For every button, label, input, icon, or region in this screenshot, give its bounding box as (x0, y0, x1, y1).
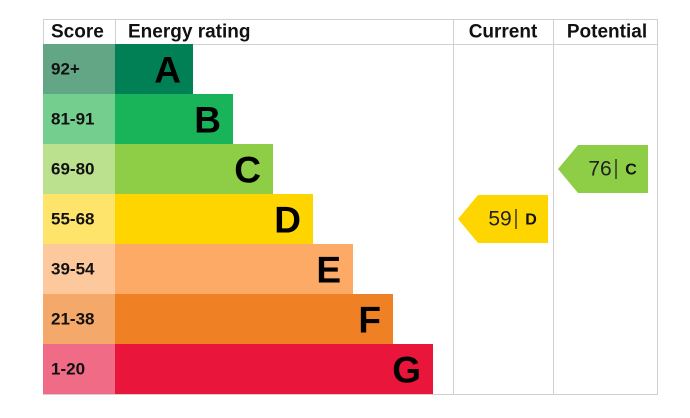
score-cell (43, 194, 115, 244)
header-rating: Energy rating (128, 22, 250, 43)
rating-letter: E (316, 250, 341, 291)
score-cell (43, 144, 115, 194)
current-letter: D (525, 212, 537, 229)
current-arrow (458, 195, 548, 243)
rating-letter: A (154, 50, 181, 91)
rating-bar (115, 294, 393, 344)
rating-letter: D (274, 200, 301, 241)
header-score: Score (51, 22, 104, 43)
score-label: 21-38 (51, 310, 94, 329)
potential-value: 76 (588, 158, 611, 181)
current-value: 59 (488, 208, 511, 231)
rating-bar (115, 194, 313, 244)
score-cell (43, 294, 115, 344)
score-cell (43, 94, 115, 144)
rating-bar (115, 244, 353, 294)
score-label: 81-91 (51, 110, 94, 129)
score-label: 92+ (51, 60, 80, 79)
header-potential: Potential (567, 22, 647, 43)
rating-bar (115, 144, 273, 194)
rating-bar (115, 94, 233, 144)
score-label: 1-20 (51, 360, 85, 379)
rating-bar (115, 344, 433, 394)
score-cell (43, 244, 115, 294)
score-label: 39-54 (51, 260, 95, 279)
rating-letter: C (234, 150, 261, 191)
rating-letter: G (392, 350, 421, 391)
score-cell (43, 344, 115, 394)
potential-arrow (558, 145, 648, 193)
rating-bar (115, 44, 193, 94)
potential-letter: C (625, 162, 637, 179)
score-cell (43, 44, 115, 94)
score-label: 55-68 (51, 210, 94, 229)
header-current: Current (469, 22, 538, 43)
score-label: 69-80 (51, 160, 94, 179)
rating-letter: F (358, 300, 381, 341)
rating-letter: B (194, 100, 221, 141)
